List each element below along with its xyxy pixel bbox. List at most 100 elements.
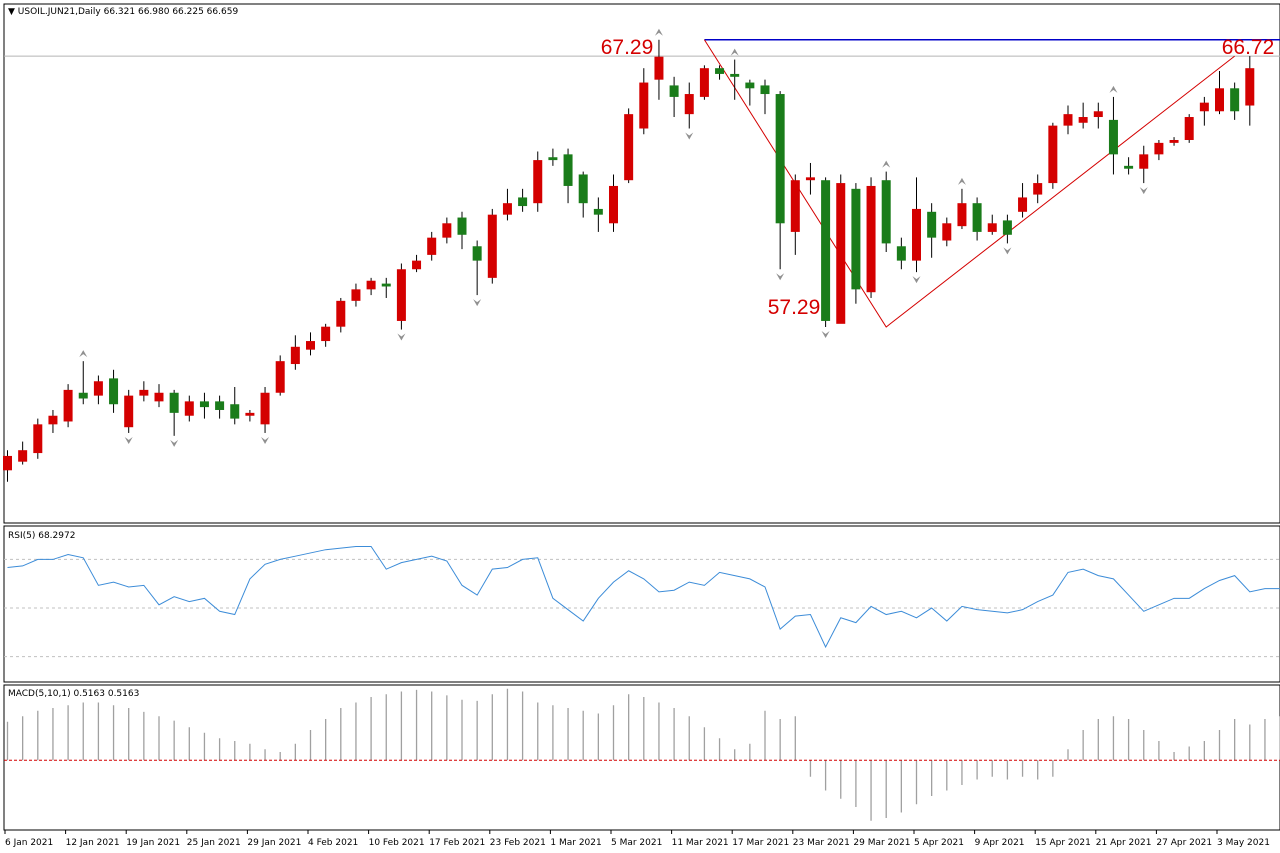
candle-body [563,154,573,186]
candle [896,237,906,270]
date-label: 1 Mar 2021 [550,838,601,848]
candle-body [1169,139,1179,143]
candle-body [139,389,149,396]
candle-body [1139,154,1149,169]
fractal-down-icon [1003,247,1012,255]
candle-body [502,203,512,215]
candle-body [109,378,119,405]
fractal-up-icon [882,160,891,168]
candle [215,395,225,419]
rsi-legend: RSI(5) 68.2972 [8,531,75,541]
candle [396,263,406,330]
date-label: 4 Feb 2021 [308,838,358,848]
candle [154,384,164,408]
date-label: 12 Jan 2021 [66,838,120,848]
rsi-levels [4,558,1280,658]
candle-body [957,203,967,227]
candle [821,177,831,327]
candle [927,203,937,258]
candle [502,188,512,221]
candle-body [366,280,376,290]
candle [654,39,664,100]
candle [790,174,800,255]
candle [972,197,982,241]
candle-body [548,157,558,161]
candle-body [896,246,906,261]
candle-body [1124,165,1134,169]
candle-body [215,401,225,410]
candle-body [336,300,346,327]
candle-body [1108,119,1118,155]
candle-body [684,94,694,115]
fractal-up-icon [957,177,966,185]
macd-panel-frame [3,684,1280,831]
fractal-down-icon [821,330,830,338]
date-label: 10 Feb 2021 [369,838,425,848]
candle [1002,214,1012,244]
candle-body [427,237,437,255]
candle [1063,105,1073,135]
candle [851,183,861,304]
candle-body [381,283,391,287]
fractal-down-icon [170,439,179,447]
candle [957,188,967,230]
candle [245,409,255,422]
candle [1184,114,1194,143]
candle-body [154,392,164,402]
candle [78,361,88,405]
candle [260,387,270,433]
candle-body [578,174,588,204]
candle-body [927,211,937,238]
date-label: 5 Mar 2021 [611,838,662,848]
candle-body [487,214,497,278]
date-label: 15 Apr 2021 [1035,838,1091,848]
candle-body [1048,125,1058,184]
candle-body [442,223,452,238]
candle [1033,174,1043,204]
candle-body [942,223,952,241]
candle [1048,122,1058,189]
candle-body [260,392,270,425]
fractal-down-icon [1139,187,1148,195]
low-label: 57.29 [768,296,821,319]
fractal-down-icon [473,299,482,307]
candle-body [18,450,28,462]
candle [336,297,346,333]
candle [48,409,58,433]
candle [578,171,588,218]
candle [18,441,28,465]
candle-body [199,401,209,408]
candle [230,387,240,425]
candle-body [1230,88,1240,112]
candle [1215,71,1224,115]
high-label: 67.29 [601,36,654,59]
candle-body [63,389,73,422]
candle-body [987,223,997,232]
candle-body [78,392,88,399]
fractal-down-icon [261,436,270,444]
candle [942,217,952,247]
date-label: 3 May 2021 [1217,838,1270,848]
candle-body [1154,142,1164,155]
candle-body [775,94,785,224]
recent-high-label: 66.72 [1222,36,1275,59]
candle-body [836,183,846,324]
candle [548,148,558,166]
candle-body [1215,88,1224,112]
candle [442,217,452,244]
candle-body [3,455,12,471]
candle [518,188,528,212]
candle [1169,137,1179,146]
fractal-down-icon [397,333,406,341]
price-panel-frame [3,3,1280,524]
candle [836,174,846,324]
candle-body [184,401,194,416]
candle-body [699,68,709,97]
candle-body [851,188,861,290]
macd-panel: MACD(5,10,1) 0.5163 0.5163 [3,684,1280,831]
rsi-panel: RSI(5) 68.2972 [3,525,1280,683]
candle [381,277,391,298]
candle [487,208,497,284]
fractal-up-icon [654,28,663,36]
date-label: 5 Apr 2021 [914,838,964,848]
